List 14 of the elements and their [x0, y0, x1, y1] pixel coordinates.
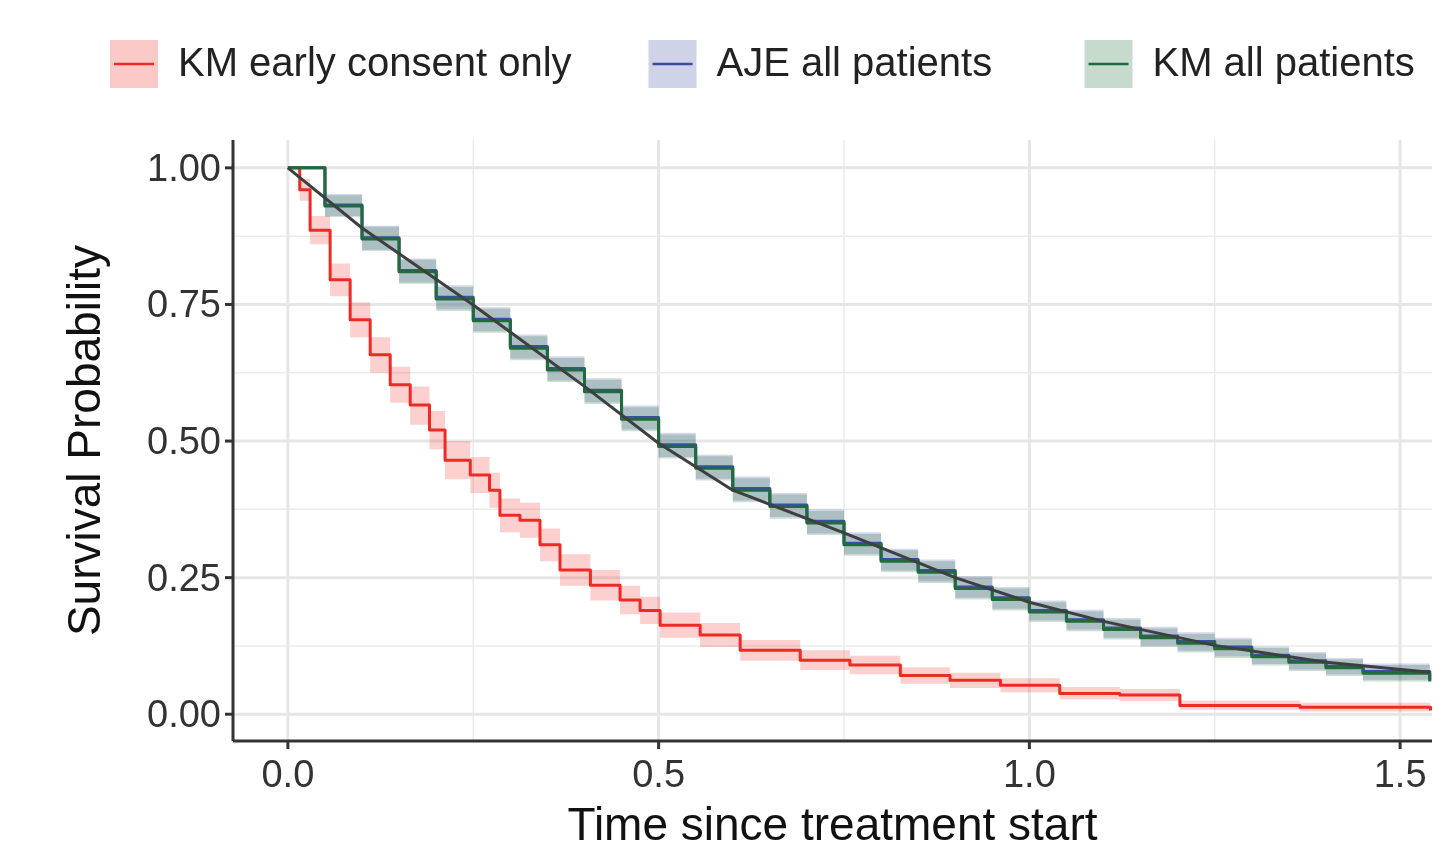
legend-label: KM early consent only	[178, 40, 572, 84]
x-tick-label: 1.5	[1373, 753, 1427, 795]
y-axis-title: Survival Probability	[58, 244, 110, 637]
x-tick-label: 1.0	[1002, 753, 1056, 795]
y-tick-label: 0.00	[147, 693, 221, 736]
y-tick-label: 0.25	[147, 556, 221, 599]
x-tick-label: 0.5	[632, 753, 686, 795]
y-tick-label: 1.00	[147, 146, 221, 189]
x-tick-label: 0.0	[261, 753, 315, 795]
y-tick-label: 0.75	[147, 283, 221, 326]
x-axis-title: Time since treatment start	[567, 798, 1098, 850]
legend-label: AJE all patients	[716, 40, 993, 84]
y-tick-label: 0.50	[147, 420, 221, 463]
legend-label: KM all patients	[1152, 40, 1415, 84]
